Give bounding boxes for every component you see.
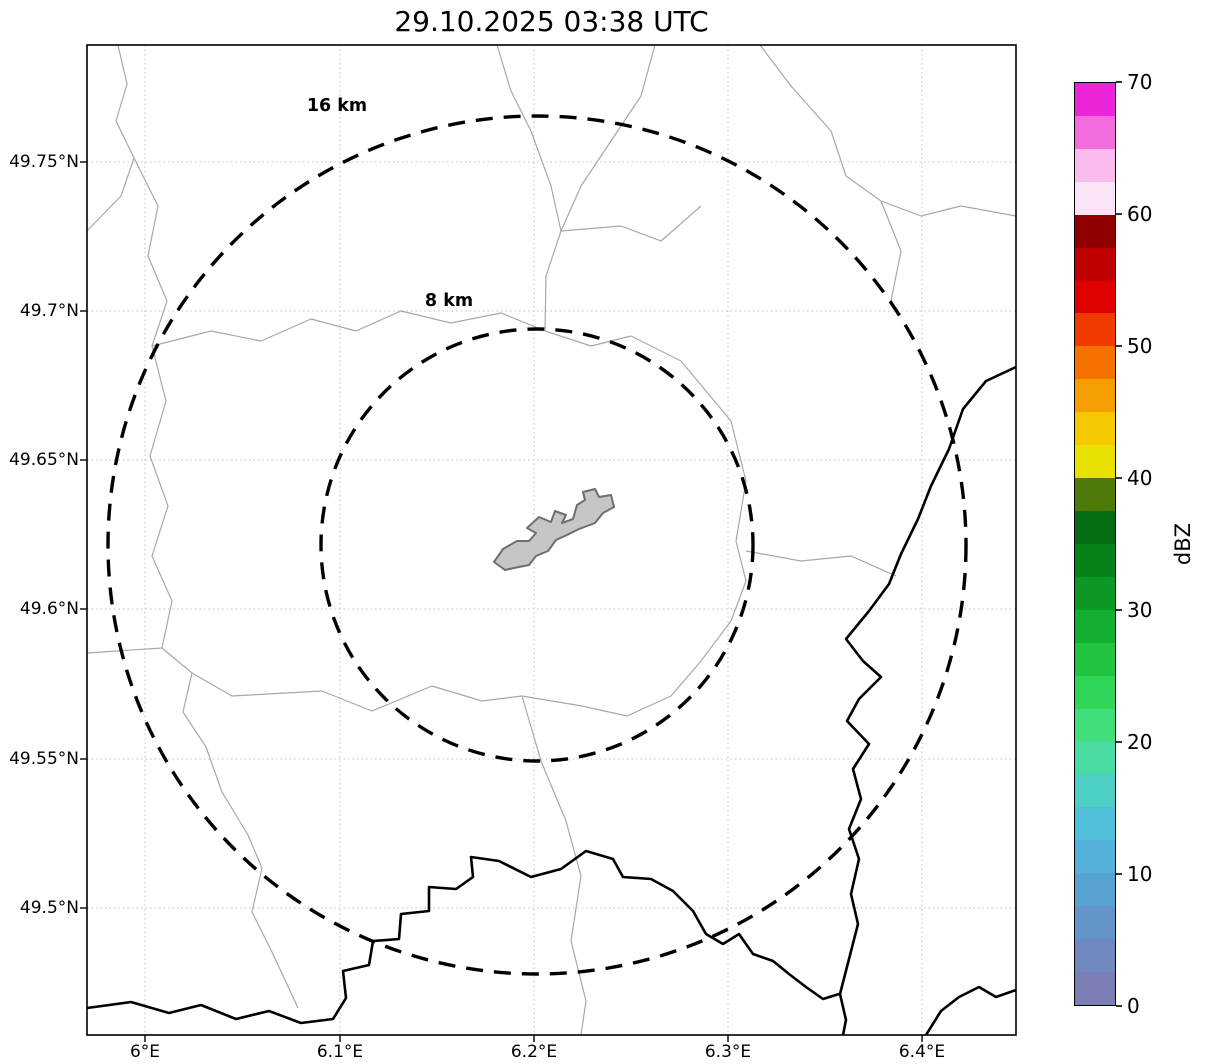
x-tick-label: 6.3°E [704, 1042, 752, 1062]
colorbar-segment [1075, 478, 1115, 511]
colorbar-tick-label: 60 [1127, 202, 1153, 226]
colorbar-segment [1075, 83, 1115, 116]
y-tick-label: 49.55°N [9, 749, 79, 769]
colorbar-segment [1075, 971, 1115, 1005]
colorbar-tick-label: 30 [1127, 598, 1153, 622]
colorbar-tick-label: 20 [1127, 730, 1153, 754]
colorbar-tick-label: 50 [1127, 334, 1153, 358]
x-tick-label: 6.2°E [510, 1042, 558, 1062]
colorbar-tick-label: 10 [1127, 862, 1153, 886]
colorbar-tick-label: 70 [1127, 70, 1153, 94]
y-tick-label: 49.65°N [9, 450, 79, 470]
colorbar-segment [1075, 741, 1115, 775]
colorbar-segment [1075, 873, 1115, 907]
range-ring-label-8km: 8 km [424, 291, 474, 311]
colorbar-segment [1075, 247, 1115, 281]
x-tick-label: 6.4°E [898, 1042, 946, 1062]
y-tick-label: 49.7°N [19, 301, 79, 321]
colorbar-segment [1075, 708, 1115, 742]
colorbar-segment [1075, 840, 1115, 874]
x-tick-label: 6°E [129, 1042, 161, 1062]
colorbar-segment [1075, 214, 1115, 248]
colorbar-segment [1075, 280, 1115, 314]
colorbar-segment [1075, 642, 1115, 676]
colorbar-segment [1075, 774, 1115, 808]
colorbar-segment [1075, 445, 1115, 479]
colorbar-segment [1075, 807, 1115, 841]
colorbar-ticks [1116, 81, 1122, 1007]
colorbar-segment [1075, 148, 1115, 182]
colorbar-segment [1075, 412, 1115, 446]
range-ring-8km [319, 327, 755, 763]
colorbar-segment [1075, 675, 1115, 709]
x-tick-label: 6.1°E [316, 1042, 364, 1062]
range-ring-label-16km: 16 km [306, 96, 368, 116]
figure-title: 29.10.2025 03:38 UTC [394, 5, 709, 38]
colorbar-axis-label: dBZ [1171, 522, 1195, 566]
plot-border [86, 44, 1017, 1036]
colorbar-tick-label: 0 [1127, 994, 1140, 1018]
country-border [87, 365, 1016, 1035]
colorbar-segment [1075, 576, 1115, 610]
colorbar-segment [1075, 938, 1115, 972]
y-tick-label: 49.75°N [9, 152, 79, 172]
colorbar-segment [1075, 609, 1115, 643]
colorbar-segment [1075, 313, 1115, 347]
range-rings [106, 114, 968, 976]
y-tick-label: 49.5°N [19, 898, 79, 918]
colorbar-segment [1075, 346, 1115, 380]
colorbar-segment [1075, 543, 1115, 577]
airport-outline [493, 488, 615, 571]
colorbar-segment [1075, 906, 1115, 939]
colorbar [1074, 82, 1116, 1006]
admin-boundaries [87, 45, 1016, 1035]
range-ring-16km [106, 114, 968, 976]
y-tick-label: 49.6°N [19, 599, 79, 619]
colorbar-segment [1075, 510, 1115, 544]
colorbar-segment [1075, 115, 1115, 149]
colorbar-segment [1075, 379, 1115, 413]
colorbar-segment [1075, 181, 1115, 215]
colorbar-tick-label: 40 [1127, 466, 1153, 490]
axis-ticks [80, 161, 923, 1042]
